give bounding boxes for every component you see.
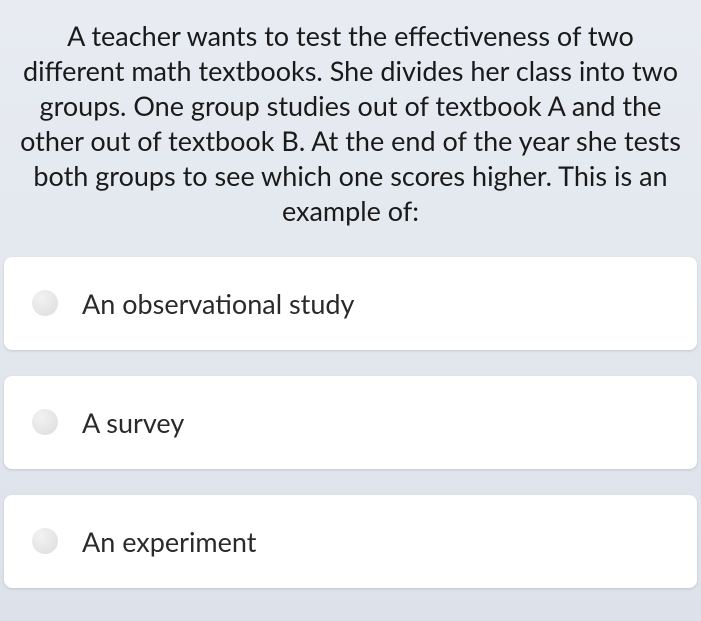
option-1[interactable]: A survey bbox=[4, 376, 697, 469]
option-label: An experiment bbox=[82, 525, 256, 558]
option-label: An observational study bbox=[82, 287, 354, 320]
radio-icon bbox=[32, 528, 58, 554]
question-text: A teacher wants to test the effectivenes… bbox=[0, 0, 701, 257]
options-list: An observational study A survey An exper… bbox=[0, 257, 701, 588]
option-0[interactable]: An observational study bbox=[4, 257, 697, 350]
radio-icon bbox=[32, 290, 58, 316]
option-label: A survey bbox=[82, 406, 184, 439]
option-2[interactable]: An experiment bbox=[4, 495, 697, 588]
radio-icon bbox=[32, 409, 58, 435]
